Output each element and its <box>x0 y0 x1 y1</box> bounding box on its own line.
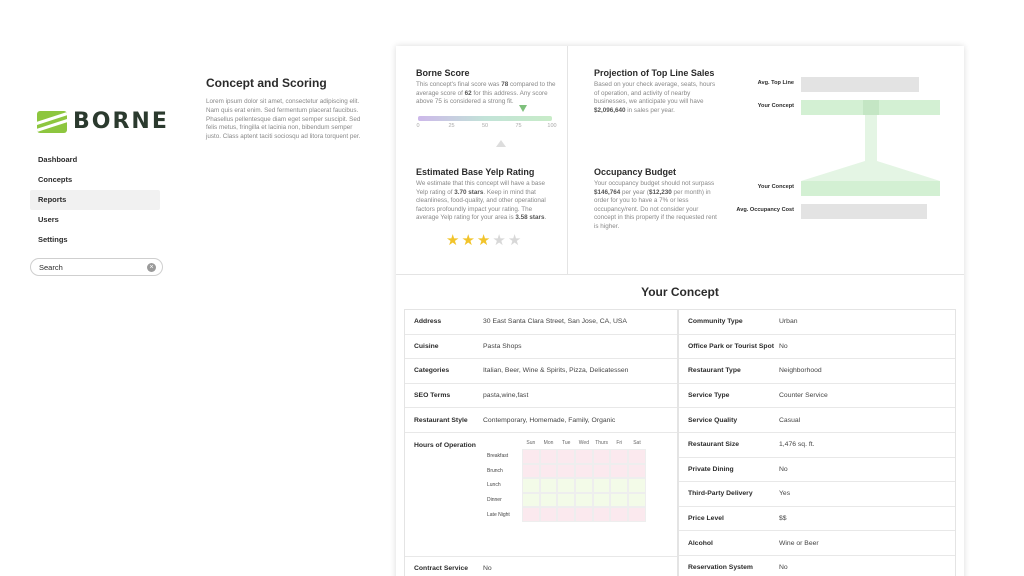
hours-grid: Sun Mon Tue Wed Thurs Fri Sat Breakfast … <box>485 440 646 522</box>
star-filled-icon: ★ <box>461 232 475 249</box>
borne-score-block: Borne Score This concept's final score w… <box>416 68 556 107</box>
sidebar-item-reports[interactable]: Reports <box>30 190 160 210</box>
star-filled-icon: ★ <box>446 232 460 249</box>
hours-row-late-night: Late Night <box>485 507 646 522</box>
table-row: Restaurant Style Contemporary, Homemade, … <box>405 408 677 433</box>
day-label: Fri <box>616 440 623 446</box>
table-row: Community Type Urban <box>679 310 955 335</box>
table-row: Third-Party Delivery Yes <box>679 482 955 507</box>
table-row: Private Dining No <box>679 458 955 483</box>
hours-label: Hours of Operation <box>414 442 476 449</box>
day-label: Wed <box>578 440 589 446</box>
intro-section: Concept and Scoring Lorem ipsum dolor si… <box>206 76 366 142</box>
star-filled-icon: ★ <box>476 232 491 249</box>
your-concept-occupancy-bar <box>801 181 940 196</box>
score-tick: 0 <box>416 123 420 129</box>
hours-row-breakfast: Breakfast <box>485 449 646 464</box>
clear-icon[interactable]: × <box>147 262 156 272</box>
divider <box>396 274 964 275</box>
day-label: Tue <box>562 440 571 446</box>
hours-row-dinner: Dinner <box>485 492 646 508</box>
final-score-marker-icon <box>518 105 527 112</box>
yelp-rating-title: Estimated Base Yelp Rating <box>416 167 535 177</box>
avg-occupancy-cost-bar <box>801 204 927 219</box>
projection-text: Based on your check average, seats, hour… <box>594 81 716 114</box>
bar-label-avg-top-line: Avg. Top Line <box>757 80 794 86</box>
table-row: Address 30 East Santa Clara Street, San J… <box>405 310 677 335</box>
hours-row-lunch: Lunch <box>485 478 646 493</box>
score-ticks: 0 25 50 75 100 <box>416 123 556 133</box>
funnel-stem <box>865 115 877 161</box>
score-scale: 0 25 50 75 100 <box>416 105 557 147</box>
borne-score-text: This concept's final score was 78 compar… <box>416 81 556 106</box>
borne-score-title: Borne Score <box>416 68 470 78</box>
intro-text: Lorem ipsum dolor sit amet, consectetur … <box>206 98 361 141</box>
table-row: Restaurant Type Neighborhood <box>679 359 955 384</box>
table-row: SEO Terms pasta,wine,fast <box>405 384 677 409</box>
day-label: Thurs <box>595 440 608 446</box>
report-card: Borne Score This concept's final score w… <box>396 46 964 576</box>
sidebar-nav: Dashboard Concepts Reports Users Setting… <box>30 150 160 250</box>
sidebar-item-dashboard[interactable]: Dashboard <box>38 155 78 164</box>
score-gradient-bar <box>418 116 552 121</box>
occupancy-text: Your occupancy budget should not surpass… <box>594 180 717 230</box>
sidebar-item-users[interactable]: Users <box>38 215 59 224</box>
search-box: × <box>30 258 163 276</box>
page-title: Concept and Scoring <box>206 76 327 90</box>
search-input[interactable] <box>39 262 147 272</box>
star-empty-icon: ★ <box>492 232 506 249</box>
table-row: Cuisine Pasta Shops <box>405 335 677 360</box>
hours-days-header: Sun Mon Tue Wed Thurs Fri Sat <box>522 440 646 449</box>
brand-name: BORNE <box>73 109 169 134</box>
brand-logo[interactable]: BORNE <box>37 109 169 134</box>
table-row: Service Quality Casual <box>679 408 955 433</box>
sidebar-item-settings[interactable]: Settings <box>38 235 68 244</box>
bar-label-your-concept-occupancy: Your Concept <box>757 184 794 190</box>
hours-row-brunch: Brunch <box>485 463 646 479</box>
star-rating: ★ ★ ★ ★ ★ <box>446 233 521 248</box>
concept-table-right: Community Type Urban Office Park or Touri… <box>678 309 956 576</box>
sidebar-item-concepts[interactable]: Concepts <box>38 175 73 184</box>
your-concept-title: Your Concept <box>641 285 719 299</box>
projection-title: Projection of Top Line Sales <box>594 68 715 78</box>
day-label: Mon <box>543 440 554 446</box>
concept-table-left: Address 30 East Santa Clara Street, San J… <box>404 309 678 576</box>
bar-label-avg-occupancy-cost: Avg. Occupancy Cost <box>736 207 794 213</box>
concept-marker <box>863 100 879 115</box>
yelp-rating-block: Estimated Base Yelp Rating We estimate t… <box>416 167 556 223</box>
star-empty-icon: ★ <box>507 232 522 249</box>
yelp-rating-text: We estimate that this concept will have … <box>416 180 547 222</box>
table-row: Service Type Counter Service <box>679 384 955 409</box>
avg-top-line-bar <box>801 77 919 92</box>
occupancy-block: Occupancy Budget Your occupancy budget s… <box>594 167 719 232</box>
score-tick: 100 <box>547 123 557 129</box>
table-row: Price Level $$ <box>679 507 955 532</box>
table-row: Restaurant Size 1,476 sq. ft. <box>679 433 955 458</box>
hours-of-operation: Hours of Operation Sun Mon Tue Wed Thurs… <box>405 435 677 557</box>
divider <box>567 46 568 274</box>
average-score-marker-icon <box>496 140 507 147</box>
table-row: Categories Italian, Beer, Wine & Spirits,… <box>405 359 677 384</box>
table-row: Alcohol Wine or Beer <box>679 531 955 556</box>
score-tick: 25 <box>448 123 455 129</box>
occupancy-title: Occupancy Budget <box>594 167 677 177</box>
projection-block: Projection of Top Line Sales Based on yo… <box>594 68 719 115</box>
score-tick: 50 <box>481 123 489 129</box>
table-row: Contract Service No <box>405 557 677 576</box>
borne-logo-icon <box>37 110 67 133</box>
funnel-shape <box>801 161 940 181</box>
table-row: Reservation System No <box>679 556 955 576</box>
bar-label-your-concept: Your Concept <box>757 103 794 109</box>
table-row: Office Park or Tourist Spot No <box>679 335 955 360</box>
sales-occupancy-visual: Avg. Top Line Your Concept Your Concept … <box>714 66 954 246</box>
day-label: Sat <box>633 440 641 446</box>
score-tick: 75 <box>515 123 522 129</box>
day-label: Sun <box>526 440 536 446</box>
